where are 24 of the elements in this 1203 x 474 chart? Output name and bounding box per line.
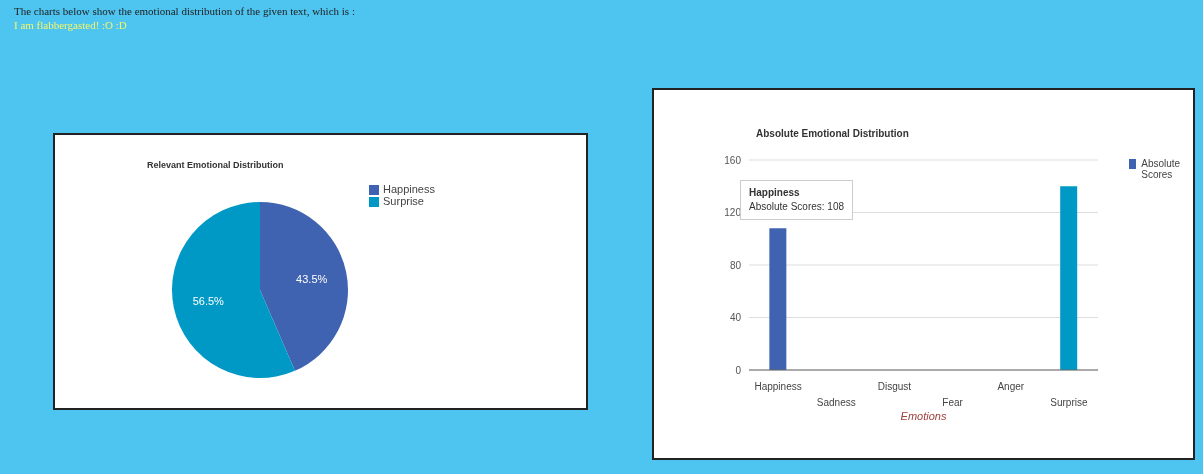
legend-label: Surprise — [383, 195, 424, 208]
x-tick-label: Surprise — [1050, 397, 1088, 408]
data-label: 43.5% — [296, 273, 328, 286]
pie-slice — [260, 202, 348, 371]
x-tick-label: Sadness — [816, 397, 856, 408]
annotation: Absolute Scores: 108 — [749, 200, 845, 214]
text: I am flabbergasted! :O :D — [14, 19, 127, 31]
pie-slice — [172, 202, 295, 378]
x-tick-label: Happiness — [754, 381, 802, 392]
text: The charts below show the emotional distribution of the given text, which is : — [14, 5, 355, 17]
y-tick-label: 40 — [729, 312, 742, 324]
x-axis-title: Emotions — [900, 410, 947, 422]
x-tick-label: Anger — [997, 381, 1025, 392]
y-tick-label: 160 — [724, 154, 742, 166]
y-tick-label: 0 — [735, 364, 742, 376]
chart-title: Relevant Emotional Distribution — [147, 160, 284, 170]
data-label: 56.5% — [192, 294, 225, 307]
chart-title: Absolute Emotional Distribution — [756, 128, 909, 139]
annotation: Happiness — [749, 186, 801, 200]
legend-label: Absolute Scores — [1141, 158, 1182, 180]
y-tick-label: 80 — [729, 259, 742, 271]
x-tick-label: Disgust — [877, 381, 912, 392]
x-tick-label: Fear — [942, 397, 964, 408]
legend-label: Happiness — [383, 183, 435, 195]
